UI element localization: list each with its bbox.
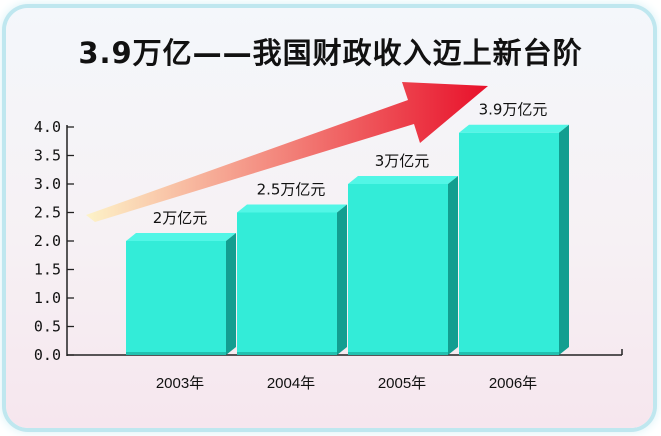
y-tick-label: 3.5: [34, 147, 61, 165]
bar-top-face: [237, 204, 347, 213]
y-tick-label: 4.0: [34, 118, 61, 136]
bar-side-face: [448, 176, 458, 355]
y-tick-label: 0.0: [34, 346, 61, 364]
bar-base-shadow: [126, 352, 226, 355]
bar: [459, 132, 559, 355]
bar-side-face: [226, 233, 236, 355]
bar-side-face: [559, 124, 569, 355]
bar-base-shadow: [459, 352, 559, 355]
data-label: 2.5万亿元: [257, 181, 326, 199]
bar: [126, 241, 226, 355]
bar-top-face: [459, 124, 569, 133]
data-label: 3万亿元: [375, 152, 430, 170]
bar-top-face: [126, 233, 236, 241]
y-tick-label: 2.0: [34, 232, 61, 250]
y-tick-label: 1.5: [34, 261, 61, 279]
bar-base-shadow: [237, 352, 337, 355]
x-tick-label: 2006年: [489, 375, 537, 392]
y-tick-label: 3.0: [34, 175, 61, 193]
bar: [348, 184, 448, 355]
bar-side-face: [337, 204, 347, 355]
bar-base-shadow: [348, 352, 448, 355]
data-label: 2万亿元: [153, 209, 208, 227]
y-tick-label: 2.5: [34, 204, 61, 222]
x-tick-label: 2004年: [267, 375, 315, 392]
chart-title: 3.9万亿——我国财政收入迈上新台阶: [78, 36, 583, 70]
growth-arrow: [86, 82, 488, 222]
x-tick-label: 2003年: [156, 375, 204, 392]
data-label: 3.9万亿元: [479, 101, 548, 119]
x-tick-label: 2005年: [378, 375, 426, 392]
y-tick-label: 0.5: [34, 318, 61, 336]
y-tick-label: 1.0: [34, 289, 61, 307]
bar: [237, 212, 337, 355]
bar-top-face: [348, 176, 458, 184]
